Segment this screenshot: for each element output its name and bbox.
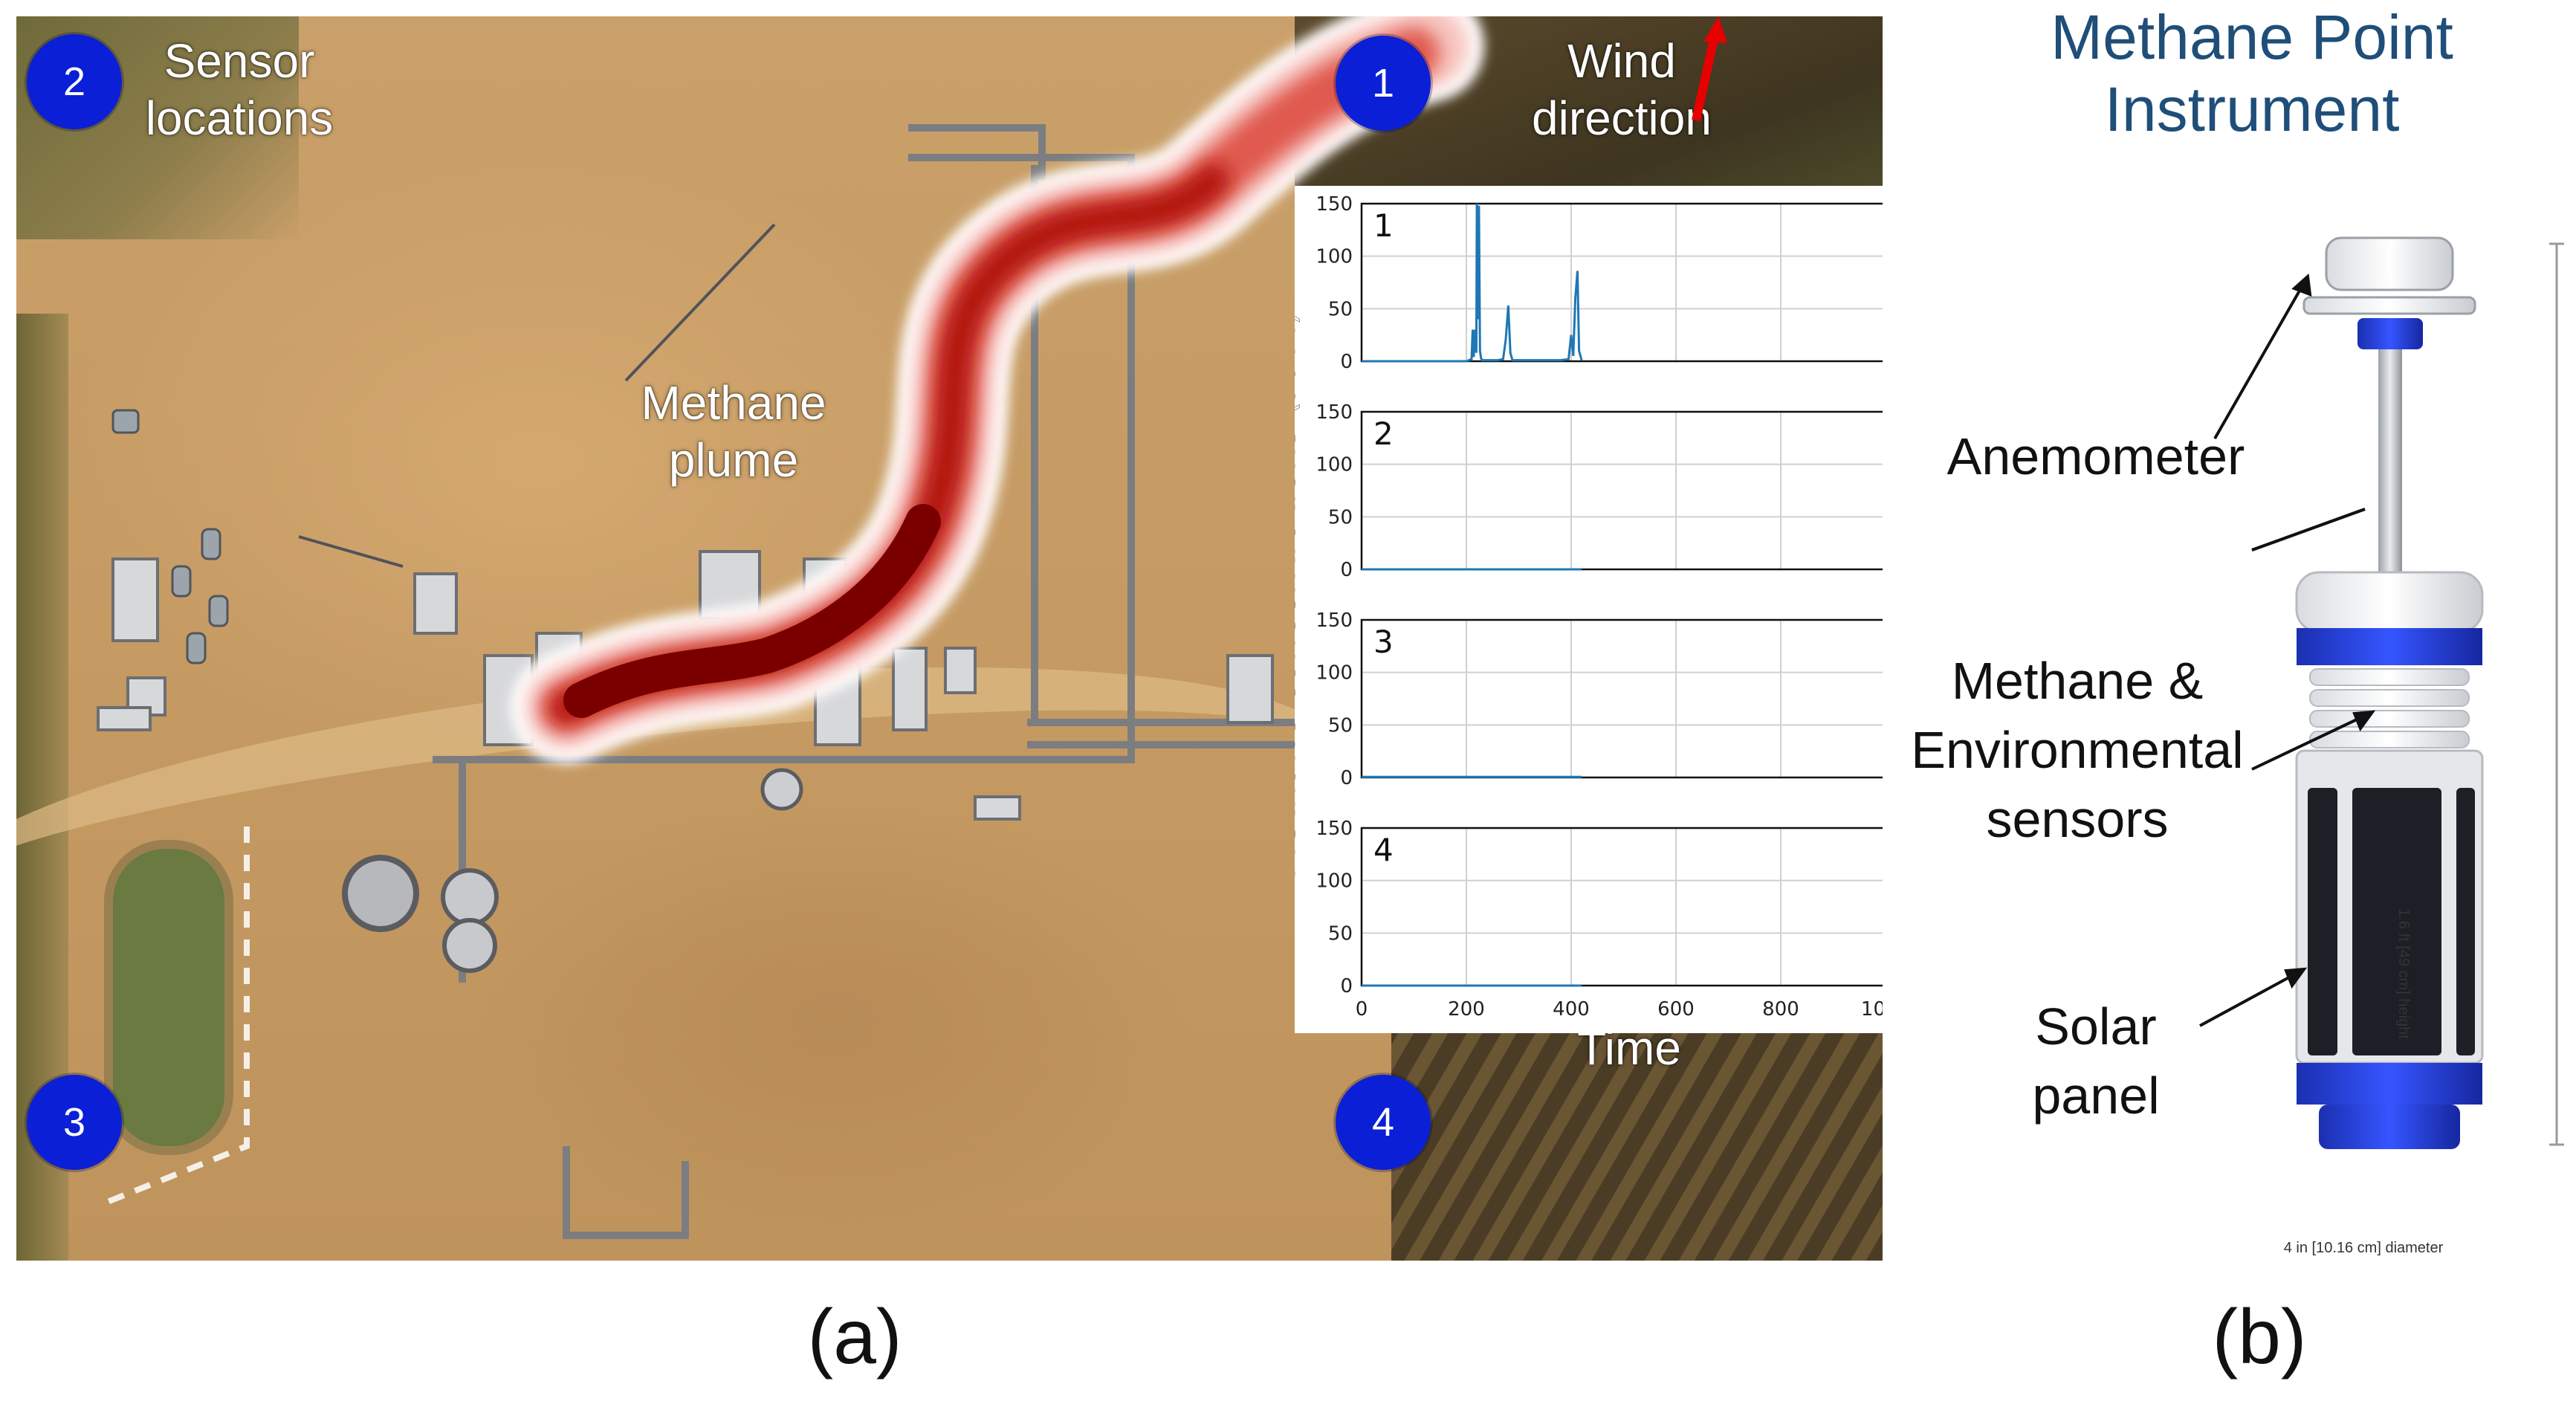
anemometer-label: Anemometer <box>1946 427 2245 485</box>
subplot-frame <box>1360 202 1883 363</box>
y-tick-label: 100 <box>1315 454 1353 476</box>
y-tick-label: 0 <box>1340 767 1353 789</box>
y-tick-label: 0 <box>1340 559 1353 581</box>
sensor-marker-2: 2 <box>27 34 122 129</box>
y-tick-label: 100 <box>1315 662 1353 685</box>
aerial-photo: Sensor locations Wind direction Methane … <box>16 16 1883 1261</box>
subplot-label: 4 <box>1373 832 1394 868</box>
anemometer-icon <box>2302 236 2476 349</box>
subplot-label: 2 <box>1373 415 1394 452</box>
series-line-1 <box>1362 203 1583 363</box>
y-axis-label: Methane concentrations (PPM) <box>1295 311 1304 879</box>
x-tick-label: 200 <box>1448 998 1485 1021</box>
x-tick-label: 600 <box>1657 998 1695 1021</box>
wind-arrow-icon <box>1692 16 1727 122</box>
methane-plume-label: Methane plume <box>641 376 826 487</box>
y-tick-label: 150 <box>1315 818 1353 840</box>
caption-a: (a) <box>807 1294 902 1380</box>
concentration-charts: 0 50 100 150 1 0 50 100 150 2 0 50 100 150 3 0 50 100 150 4… <box>1295 193 1883 1021</box>
subplot-frame <box>1360 410 1883 571</box>
sensor-housing-icon <box>2295 571 2484 748</box>
y-tick-label: 150 <box>1315 609 1353 632</box>
height-dimension-label: 1.6 ft [49 cm] height <box>2395 908 2412 1039</box>
subplot-label: 1 <box>1373 207 1394 244</box>
subplot-frame <box>1360 618 1883 779</box>
y-tick-label: 50 <box>1328 922 1353 945</box>
crop-field-bottom-right <box>1391 1012 1883 1261</box>
x-tick-label: 1000 <box>1861 998 1883 1021</box>
instrument-title: Methane Point Instrument <box>2051 2 2453 144</box>
x-tick-label: 0 <box>1356 998 1368 1021</box>
y-tick-label: 150 <box>1315 401 1353 424</box>
y-tick-label: 50 <box>1328 506 1353 528</box>
y-tick-label: 100 <box>1315 870 1353 893</box>
solar-panel-icon <box>2295 749 2484 1149</box>
y-tick-label: 100 <box>1315 246 1353 268</box>
x-tick-label: 800 <box>1762 998 1799 1021</box>
sensor-marker-4: 4 <box>1336 1075 1431 1170</box>
caption-b: (b) <box>2212 1294 2307 1380</box>
subplot-frame <box>1360 827 1883 987</box>
pond <box>113 849 224 1146</box>
concentration-chart-panel: 0 50 100 150 1 0 50 100 150 2 0 50 100 150 3 0 50 100 150 4… <box>1295 186 1883 1033</box>
solar-panel-label: Solar panel <box>2032 997 2160 1125</box>
diameter-dimension-label: 4 in [10.16 cm] diameter <box>2283 1240 2444 1256</box>
sensor-locations-label: Sensor locations <box>145 34 334 145</box>
instrument-drawing <box>2199 236 2564 1149</box>
wind-direction-label: Wind direction <box>1532 34 1712 145</box>
sensor-marker-3: 3 <box>27 1075 122 1170</box>
sensor-marker-1: 1 <box>1336 36 1431 131</box>
y-tick-label: 0 <box>1340 351 1353 373</box>
x-tick-label: 400 <box>1553 998 1590 1021</box>
y-tick-label: 50 <box>1328 298 1353 320</box>
subplot-label: 3 <box>1373 624 1394 660</box>
y-tick-label: 50 <box>1328 714 1353 737</box>
y-tick-label: 0 <box>1340 975 1353 997</box>
sensors-label: Methane & Environmental sensors <box>1911 652 2244 849</box>
methane-plume-overlay <box>511 16 1484 763</box>
y-tick-label: 150 <box>1315 193 1353 216</box>
